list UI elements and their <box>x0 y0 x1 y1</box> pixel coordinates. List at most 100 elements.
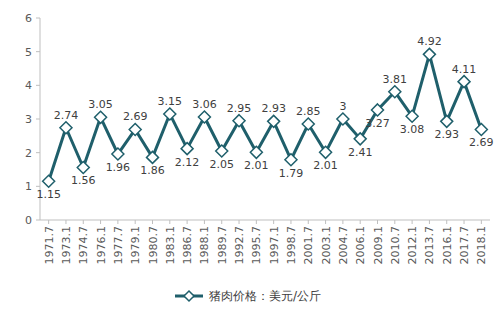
data-label: 2.95 <box>227 102 252 115</box>
x-tick-label: 1988.1 <box>198 226 211 265</box>
x-tick <box>135 220 136 224</box>
y-tick <box>36 51 40 52</box>
x-tick <box>481 220 482 224</box>
x-tick-label: 2012.1 <box>406 226 419 265</box>
marker <box>181 143 193 155</box>
x-tick <box>187 220 188 224</box>
x-tick <box>239 220 240 224</box>
y-tick-label: 0 <box>25 214 32 227</box>
x-tick <box>342 220 343 224</box>
y-tick-label: 1 <box>25 180 32 193</box>
y-tick <box>36 220 40 221</box>
x-tick-label: 1971.7 <box>43 226 56 265</box>
marker <box>43 175 55 187</box>
x-tick-label: 2018.1 <box>475 226 488 265</box>
data-label: 1.86 <box>140 164 165 177</box>
y-tick <box>36 119 40 120</box>
x-tick <box>48 220 49 224</box>
y-tick <box>36 18 40 19</box>
x-tick <box>152 220 153 224</box>
marker <box>147 151 159 163</box>
x-tick-label: 1976.1 <box>95 226 108 265</box>
legend: 猪肉价格：美元/公斤 <box>175 289 321 303</box>
data-label: 2.85 <box>296 105 321 118</box>
x-tick <box>308 220 309 224</box>
marker <box>164 108 176 120</box>
x-tick-label: 1983.1 <box>164 226 177 265</box>
data-label: 2.69 <box>469 136 494 149</box>
x-tick <box>325 220 326 224</box>
x-tick <box>377 220 378 224</box>
x-tick-label: 1986.7 <box>181 226 194 265</box>
x-tick-label: 1973.1 <box>60 226 73 265</box>
x-tick <box>221 220 222 224</box>
x-tick <box>117 220 118 224</box>
marker <box>250 146 262 158</box>
x-tick <box>446 220 447 224</box>
x-tick-label: 1992.7 <box>233 226 246 265</box>
marker <box>268 115 280 127</box>
marker <box>372 104 384 116</box>
data-label: 2.12 <box>175 156 200 169</box>
marker <box>129 123 141 135</box>
x-tick <box>429 220 430 224</box>
data-label: 2.05 <box>209 158 234 171</box>
data-label: 1.79 <box>279 167 304 180</box>
x-tick-label: 1997.1 <box>268 226 281 265</box>
data-label: 3.06 <box>192 98 217 111</box>
x-tick <box>256 220 257 224</box>
data-label: 3.05 <box>88 98 113 111</box>
x-tick-label: 2004.7 <box>337 226 350 265</box>
marker <box>441 115 453 127</box>
data-label: 3.08 <box>400 123 425 136</box>
x-tick-label: 1974.7 <box>77 226 90 265</box>
x-tick <box>204 220 205 224</box>
x-tick-label: 2009.1 <box>372 226 385 265</box>
data-label: 2.01 <box>244 159 269 172</box>
marker <box>406 110 418 122</box>
marker <box>285 154 297 166</box>
data-label: 2.69 <box>123 110 148 123</box>
marker <box>458 76 470 88</box>
data-label: 3.81 <box>383 73 408 86</box>
x-tick-label: 1998.7 <box>285 226 298 265</box>
x-tick <box>360 220 361 224</box>
x-axis <box>40 220 490 221</box>
data-label: 3 <box>339 100 346 113</box>
x-tick-label: 1977.7 <box>112 226 125 265</box>
series-line <box>49 54 482 181</box>
marker <box>320 146 332 158</box>
legend-label: 猪肉价格：美元/公斤 <box>209 289 321 303</box>
x-tick-label: 1995.7 <box>250 226 263 265</box>
y-tick <box>36 186 40 187</box>
marker <box>112 148 124 160</box>
y-tick-label: 3 <box>25 113 32 126</box>
marker <box>198 111 210 123</box>
x-tick <box>100 220 101 224</box>
marker <box>60 122 72 134</box>
data-label: 1.15 <box>36 188 61 201</box>
chart: 01234561971.71973.11974.71976.11977.7197… <box>0 0 503 314</box>
marker <box>354 133 366 145</box>
x-tick <box>412 220 413 224</box>
y-tick <box>36 85 40 86</box>
data-label: 3.27 <box>365 117 390 130</box>
data-label: 3.15 <box>158 95 183 108</box>
x-tick-label: 2016.1 <box>441 226 454 265</box>
x-tick-label: 2010.7 <box>389 226 402 265</box>
x-tick-label: 1980.7 <box>147 226 160 265</box>
x-tick-label: 2006.1 <box>354 226 367 265</box>
data-label: 1.96 <box>106 161 131 174</box>
marker <box>475 123 487 135</box>
x-tick <box>169 220 170 224</box>
data-labels: 1.152.741.563.051.962.691.863.152.123.06… <box>36 35 493 201</box>
marker <box>216 145 228 157</box>
marker <box>77 161 89 173</box>
y-tick <box>36 152 40 153</box>
x-tick <box>394 220 395 224</box>
x-tick-label: 1979.1 <box>129 226 142 265</box>
data-label: 4.92 <box>417 35 442 48</box>
x-tick-label: 2003.1 <box>320 226 333 265</box>
y-tick-label: 6 <box>25 12 32 25</box>
y-tick-label: 4 <box>25 79 32 92</box>
